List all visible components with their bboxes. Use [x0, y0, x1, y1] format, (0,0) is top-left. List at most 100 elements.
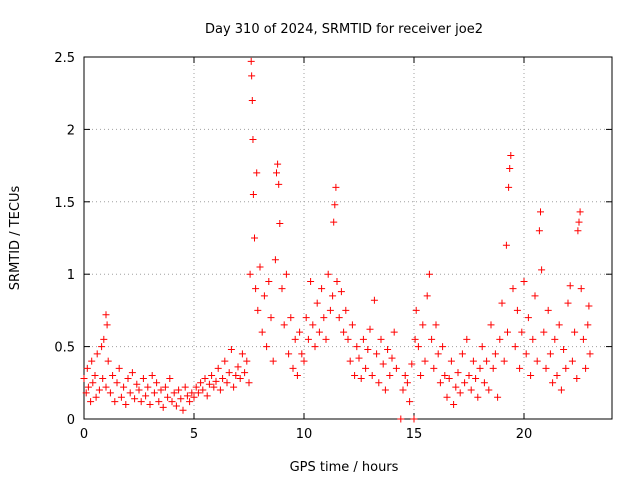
- data-point: [188, 389, 196, 397]
- data-point: [190, 393, 198, 401]
- data-point: [225, 369, 233, 377]
- data-point: [502, 241, 510, 249]
- data-point: [496, 335, 504, 343]
- data-point: [520, 277, 528, 285]
- data-point: [564, 299, 572, 307]
- data-point: [248, 72, 256, 80]
- data-point: [135, 386, 143, 394]
- data-point: [537, 208, 544, 216]
- data-point: [538, 266, 546, 274]
- data-point: [575, 218, 583, 226]
- data-point: [307, 277, 315, 285]
- data-point: [142, 392, 150, 400]
- data-point: [120, 383, 128, 391]
- data-point: [275, 180, 283, 188]
- data-point: [95, 386, 103, 394]
- data-point: [150, 389, 158, 397]
- data-point: [276, 220, 284, 228]
- x-tick-label: 5: [190, 427, 198, 442]
- y-tick-label: 1: [67, 268, 75, 283]
- data-point: [384, 345, 392, 353]
- data-point: [351, 372, 359, 380]
- data-point: [186, 398, 194, 406]
- data-point: [529, 335, 537, 343]
- data-point: [456, 389, 464, 397]
- data-point: [153, 379, 161, 387]
- data-point: [238, 350, 246, 358]
- data-point: [410, 415, 418, 423]
- data-point: [139, 374, 147, 382]
- data-point: [124, 374, 132, 382]
- x-tick-label: 15: [406, 427, 423, 442]
- data-point: [282, 270, 290, 278]
- data-point: [357, 374, 365, 382]
- data-point: [406, 398, 414, 406]
- data-point: [551, 335, 559, 343]
- data-point: [432, 321, 440, 329]
- data-point: [584, 321, 592, 329]
- data-point: [359, 335, 367, 343]
- data-point: [260, 292, 268, 300]
- data-point: [467, 386, 475, 394]
- data-point: [111, 398, 119, 406]
- data-points: [80, 57, 594, 423]
- data-point: [553, 372, 561, 380]
- data-point: [337, 288, 345, 296]
- plot-frame: [83, 56, 613, 420]
- data-point: [159, 403, 167, 411]
- data-point: [89, 379, 97, 387]
- data-point: [362, 364, 370, 372]
- data-point: [212, 377, 220, 385]
- data-point: [253, 169, 261, 177]
- data-point: [507, 151, 515, 159]
- data-point: [469, 357, 477, 365]
- data-point: [221, 357, 229, 365]
- data-point: [309, 321, 317, 329]
- data-point: [128, 369, 136, 377]
- data-point: [562, 364, 570, 372]
- data-point: [254, 306, 262, 314]
- data-point: [236, 374, 244, 382]
- data-point: [201, 374, 209, 382]
- data-point: [271, 256, 279, 264]
- data-point: [355, 354, 363, 362]
- data-point: [181, 383, 189, 391]
- data-point: [99, 374, 107, 382]
- data-point: [205, 380, 213, 388]
- data-point: [318, 285, 326, 293]
- x-tick-labels: 0 5 10 15 20: [80, 427, 532, 442]
- data-point: [513, 306, 521, 314]
- data-point: [93, 350, 101, 358]
- data-point: [586, 350, 594, 358]
- data-point: [278, 285, 286, 293]
- x-tick-label: 20: [516, 427, 533, 442]
- data-point: [571, 328, 579, 336]
- data-point: [425, 270, 433, 278]
- grid-lines: [84, 57, 612, 419]
- data-point: [293, 372, 301, 380]
- data-point: [251, 234, 258, 242]
- data-point: [199, 386, 207, 394]
- data-point: [549, 379, 557, 387]
- data-point: [126, 389, 134, 397]
- data-point: [375, 379, 383, 387]
- data-point: [436, 379, 444, 387]
- data-point: [533, 357, 541, 365]
- data-point: [555, 321, 563, 329]
- data-point: [491, 350, 499, 358]
- data-point: [322, 335, 330, 343]
- data-point: [252, 285, 260, 293]
- data-point: [320, 314, 328, 322]
- data-point: [175, 386, 183, 394]
- data-point: [258, 328, 266, 336]
- data-point: [329, 292, 337, 300]
- data-point: [566, 282, 574, 290]
- x-axis-label: GPS time / hours: [290, 460, 399, 475]
- data-point: [131, 395, 139, 403]
- data-point: [364, 345, 372, 353]
- data-point: [377, 335, 385, 343]
- data-point: [346, 357, 354, 365]
- data-point: [285, 350, 293, 358]
- data-point: [483, 357, 491, 365]
- data-point: [265, 277, 273, 285]
